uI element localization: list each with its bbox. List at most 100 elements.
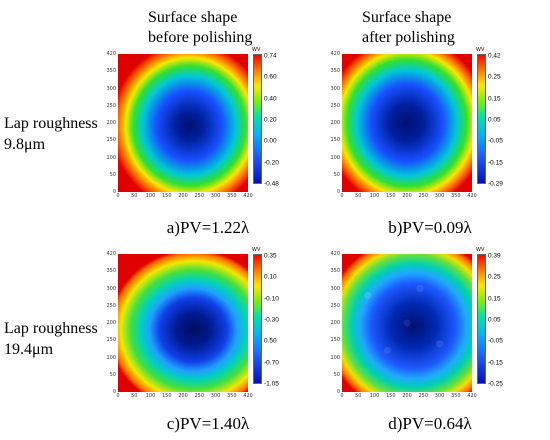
y-tick: 100 <box>330 354 340 361</box>
y-tick: 350 <box>106 268 116 275</box>
colorbar-tick: 0.20 <box>264 116 277 124</box>
colorbar-tick: -0.48 <box>264 180 279 188</box>
heatmap <box>342 254 472 392</box>
x-tick: 100 <box>369 193 380 199</box>
row-label-2: Lap roughness 19.4μm <box>4 320 98 358</box>
y-tick: 0 <box>336 189 340 195</box>
colorbar-tick: -0.70 <box>264 359 279 367</box>
unit-label: WV <box>252 247 261 253</box>
y-tick: 50 <box>109 371 116 378</box>
y-tick: 350 <box>106 68 116 75</box>
y-tick: 250 <box>330 102 340 109</box>
header-before: Surface shape before polishing <box>148 9 253 46</box>
y-tick: 50 <box>333 171 340 178</box>
colorbar-ticks: 0.39 0.25 0.15 0.05 -0.05 -0.15 -0.25 <box>488 253 518 388</box>
y-tick: 250 <box>106 302 116 309</box>
x-tick: 420 <box>467 393 477 399</box>
x-tick: 50 <box>131 193 138 199</box>
x-tick: 50 <box>355 393 362 399</box>
surface-map-d: WV 0 50 100 150 200 250 300 350 420 420 350 300 250… <box>330 247 518 408</box>
colorbar <box>477 254 486 384</box>
colorbar-tick: -0.05 <box>488 137 503 145</box>
y-tick: 300 <box>106 85 116 92</box>
colorbar-tick: -0.15 <box>488 359 503 367</box>
y-tick: 150 <box>330 337 340 344</box>
x-tick: 300 <box>434 193 445 199</box>
x-axis: 0 50 100 150 200 250 300 350 420 <box>340 193 476 203</box>
colorbar-tick: -0.20 <box>264 159 279 167</box>
x-tick: 250 <box>194 193 205 199</box>
x-tick: 0 <box>340 393 344 399</box>
caption-d: d)PV=0.64λ <box>388 414 472 433</box>
colorbar-tick: 0.15 <box>488 295 501 303</box>
y-tick: 250 <box>106 102 116 109</box>
row-label-1: Lap roughness 9.8μm <box>4 115 98 153</box>
x-tick: 200 <box>402 393 412 399</box>
x-tick: 420 <box>243 393 253 399</box>
x-tick: 150 <box>385 193 396 199</box>
surface-map-c: WV 0 50 100 150 200 250 300 350 420 420 350 300 250… <box>106 247 294 408</box>
y-axis: 420 350 300 250 200 150 100 50 0 <box>106 251 117 395</box>
x-tick: 150 <box>161 393 172 399</box>
header-after: Surface shape after polishing <box>362 9 455 46</box>
colorbar <box>477 54 486 184</box>
y-tick: 150 <box>106 137 116 144</box>
colorbar-tick: -0.15 <box>488 159 503 167</box>
y-tick: 200 <box>106 320 116 326</box>
colorbar-tick: -1.05 <box>264 380 279 388</box>
surface-map-a: WV 0 50 100 150 200 250 300 350 420 420 350 300 250… <box>106 47 291 208</box>
colorbar-tick: -0.29 <box>488 180 503 188</box>
surface-map-b: WV 0 50 100 150 200 250 300 350 420 420 350 300 250… <box>330 47 518 208</box>
y-tick: 50 <box>109 171 116 178</box>
x-tick: 150 <box>161 193 172 199</box>
colorbar-tick: 0.05 <box>488 316 501 324</box>
x-tick: 200 <box>178 193 188 199</box>
colorbar-tick: 0.35 <box>264 252 277 260</box>
y-tick: 420 <box>106 51 116 57</box>
unit-label: WV <box>476 247 485 253</box>
y-tick: 420 <box>330 51 340 57</box>
y-tick: 0 <box>336 389 340 395</box>
y-tick: 250 <box>330 302 340 309</box>
x-tick: 200 <box>178 393 188 399</box>
colorbar-tick: 0.00 <box>264 137 277 145</box>
y-tick: 350 <box>330 68 340 75</box>
x-tick: 250 <box>418 393 429 399</box>
colorbar-tick: -0.25 <box>488 380 503 388</box>
colorbar-tick: -0.05 <box>488 337 503 345</box>
y-tick: 300 <box>330 285 340 292</box>
y-tick: 300 <box>106 285 116 292</box>
x-tick: 250 <box>194 393 205 399</box>
y-tick: 200 <box>330 320 340 326</box>
y-tick: 150 <box>106 337 116 344</box>
x-tick: 250 <box>418 193 429 199</box>
y-tick: 350 <box>330 268 340 275</box>
caption-a: a)PV=1.22λ <box>166 218 250 237</box>
y-axis: 420 350 300 250 200 150 100 50 0 <box>106 51 117 195</box>
colorbar-ticks: 0.35 0.10 -0.10 -0.30 0.50 -0.70 -1.05 <box>264 252 294 388</box>
y-tick: 100 <box>106 154 116 161</box>
x-tick: 350 <box>226 393 237 399</box>
y-tick: 420 <box>106 251 116 257</box>
x-tick: 50 <box>131 393 138 399</box>
colorbar-tick: 0.42 <box>488 52 501 60</box>
y-axis: 420 350 300 250 200 150 100 50 0 <box>330 251 341 395</box>
y-tick: 50 <box>333 371 340 378</box>
x-tick: 350 <box>450 393 461 399</box>
colorbar-tick: 0.15 <box>488 95 501 103</box>
x-tick: 350 <box>450 193 461 199</box>
y-tick: 0 <box>112 189 116 195</box>
heatmap <box>342 54 472 192</box>
colorbar <box>253 254 262 384</box>
heatmap <box>118 54 248 192</box>
y-tick: 100 <box>106 354 116 361</box>
unit-label: WV <box>476 47 485 53</box>
colorbar-tick: -0.30 <box>264 316 279 324</box>
x-tick: 300 <box>210 193 221 199</box>
colorbar-ticks: 0.42 0.25 0.15 0.05 -0.05 -0.15 -0.29 <box>488 52 518 188</box>
x-tick: 100 <box>369 393 380 399</box>
colorbar-tick: 0.50 <box>264 337 277 345</box>
x-tick: 300 <box>434 393 445 399</box>
x-tick: 150 <box>385 393 396 399</box>
x-tick: 50 <box>355 193 362 199</box>
